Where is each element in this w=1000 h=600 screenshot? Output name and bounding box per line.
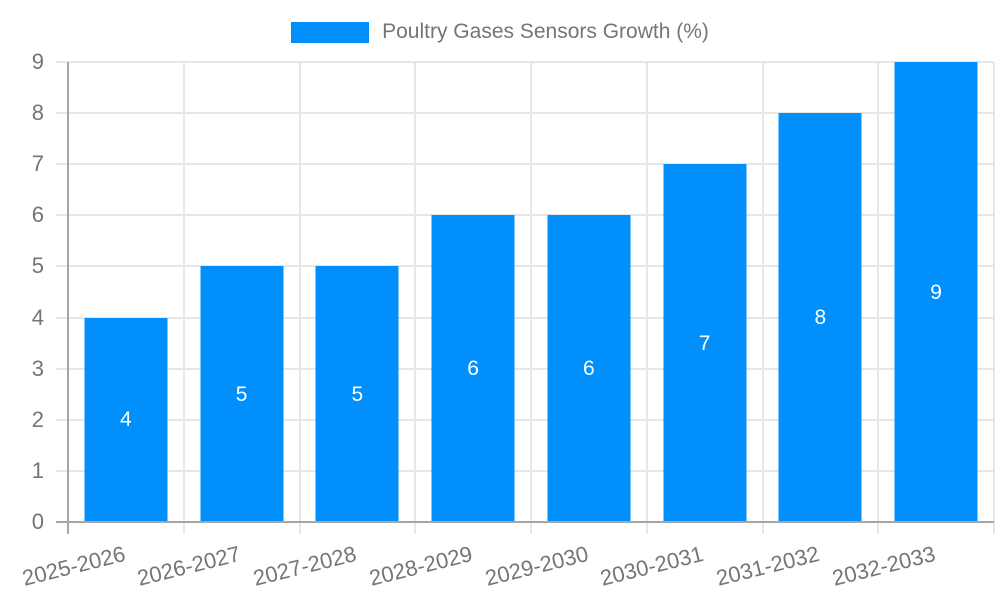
bar[interactable]: 8	[778, 113, 862, 522]
y-grid-line	[56, 367, 994, 370]
x-tick-label: 2029-2030	[482, 541, 591, 591]
legend-swatch-icon	[291, 21, 370, 43]
x-tick-label: 2032-2033	[829, 541, 938, 591]
x-tick-label: 2030-2031	[598, 541, 707, 591]
y-tick-label: 8	[31, 100, 44, 126]
bar[interactable]: 7	[663, 164, 747, 522]
y-tick-label: 5	[31, 253, 44, 279]
y-grid-line	[56, 61, 994, 63]
bar-value-label: 6	[467, 357, 479, 381]
y-tick-label: 4	[31, 304, 44, 330]
x-tick-label: 2028-2029	[366, 541, 475, 591]
x-grid-line	[414, 62, 417, 534]
bar[interactable]: 6	[431, 215, 515, 522]
x-tick-label: 2026-2027	[135, 541, 244, 591]
bar-value-label: 4	[120, 408, 132, 432]
y-tick-label: 9	[31, 49, 44, 74]
x-grid-line	[182, 62, 185, 534]
x-axis-line	[56, 521, 994, 523]
x-grid-line	[993, 62, 995, 534]
y-grid-line	[56, 265, 994, 268]
bar-value-label: 6	[583, 357, 595, 381]
x-tick-label: 2025-2026	[19, 541, 128, 591]
x-grid-line	[298, 62, 301, 534]
x-tick-label: 2031-2032	[713, 541, 822, 591]
y-tick-label: 1	[31, 457, 44, 483]
chart-legend[interactable]: Poultry Gases Sensors Growth (%)	[0, 20, 1000, 44]
bar-value-label: 7	[698, 331, 711, 355]
x-grid-line	[645, 62, 648, 534]
x-grid-line	[877, 62, 880, 534]
bar[interactable]: 6	[547, 215, 631, 522]
y-tick-label: 6	[31, 202, 44, 228]
bar[interactable]: 5	[200, 266, 284, 522]
bar-value-label: 5	[235, 382, 248, 406]
x-grid-line	[761, 62, 764, 534]
y-tick-label: 3	[31, 355, 44, 381]
x-tick-label: 2027-2028	[250, 541, 359, 591]
y-grid-line	[56, 112, 994, 115]
y-grid-line	[56, 418, 994, 421]
y-tick-label: 7	[31, 151, 44, 177]
legend-label: Poultry Gases Sensors Growth (%)	[382, 20, 709, 43]
bar-value-label: 5	[351, 382, 364, 406]
y-grid-line	[56, 469, 994, 472]
x-grid-line	[530, 62, 532, 534]
y-grid-line	[56, 316, 994, 319]
y-tick-label: 2	[31, 406, 44, 432]
bar-value-label: 9	[930, 280, 942, 304]
plot-area: 0 1 2 3 4 5 6 7 8 9 4 5 5 6 6 7 8 9	[32, 51, 995, 534]
bar[interactable]: 9	[894, 62, 978, 522]
bar[interactable]: 5	[315, 266, 399, 522]
y-tick-label: 0	[31, 509, 44, 534]
bar[interactable]: 4	[84, 317, 168, 522]
y-axis-line	[67, 62, 69, 534]
y-grid-line	[56, 163, 994, 166]
y-grid-line	[56, 214, 994, 217]
bar-value-label: 8	[814, 306, 827, 330]
